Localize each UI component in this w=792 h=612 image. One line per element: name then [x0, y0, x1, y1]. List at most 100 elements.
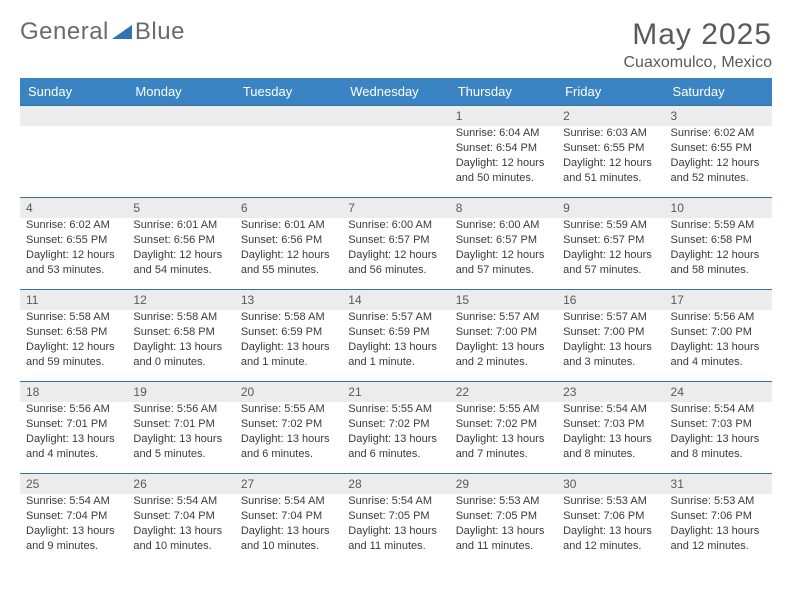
day-details: Sunrise: 5:55 AMSunset: 7:02 PMDaylight:…	[235, 402, 342, 465]
sunset-line: Sunset: 6:56 PM	[133, 233, 228, 248]
calendar-cell: 11Sunrise: 5:58 AMSunset: 6:58 PMDayligh…	[20, 289, 127, 381]
daylight-line: Daylight: 13 hours and 4 minutes.	[26, 432, 121, 462]
sunset-line: Sunset: 7:04 PM	[26, 509, 121, 524]
sunset-line: Sunset: 7:01 PM	[133, 417, 228, 432]
sunrise-line: Sunrise: 6:02 AM	[671, 126, 766, 141]
brand-triangle-icon	[112, 23, 134, 41]
calendar-cell: 14Sunrise: 5:57 AMSunset: 6:59 PMDayligh…	[342, 289, 449, 381]
day-details: Sunrise: 6:00 AMSunset: 6:57 PMDaylight:…	[450, 218, 557, 281]
calendar-week-row: 4Sunrise: 6:02 AMSunset: 6:55 PMDaylight…	[20, 197, 772, 289]
sunrise-line: Sunrise: 5:54 AM	[671, 402, 766, 417]
day-number: 4	[20, 197, 127, 218]
daylight-line: Daylight: 12 hours and 58 minutes.	[671, 248, 766, 278]
sunset-line: Sunset: 7:04 PM	[133, 509, 228, 524]
day-details: Sunrise: 5:54 AMSunset: 7:04 PMDaylight:…	[235, 494, 342, 557]
sunrise-line: Sunrise: 5:54 AM	[133, 494, 228, 509]
calendar-cell: 22Sunrise: 5:55 AMSunset: 7:02 PMDayligh…	[450, 381, 557, 473]
calendar-cell: 25Sunrise: 5:54 AMSunset: 7:04 PMDayligh…	[20, 473, 127, 565]
header: General Blue May 2025 Cuaxomulco, Mexico	[20, 18, 772, 72]
day-details: Sunrise: 6:02 AMSunset: 6:55 PMDaylight:…	[20, 218, 127, 281]
sunrise-line: Sunrise: 5:58 AM	[26, 310, 121, 325]
daylight-line: Daylight: 12 hours and 57 minutes.	[456, 248, 551, 278]
day-details: Sunrise: 5:58 AMSunset: 6:58 PMDaylight:…	[127, 310, 234, 373]
sunrise-line: Sunrise: 5:55 AM	[456, 402, 551, 417]
day-details: Sunrise: 6:03 AMSunset: 6:55 PMDaylight:…	[557, 126, 664, 189]
calendar-cell: 6Sunrise: 6:01 AMSunset: 6:56 PMDaylight…	[235, 197, 342, 289]
calendar-cell: 3Sunrise: 6:02 AMSunset: 6:55 PMDaylight…	[665, 105, 772, 197]
daylight-line: Daylight: 12 hours and 54 minutes.	[133, 248, 228, 278]
day-details: Sunrise: 6:01 AMSunset: 6:56 PMDaylight:…	[235, 218, 342, 281]
daylight-line: Daylight: 13 hours and 12 minutes.	[563, 524, 658, 554]
day-number: 22	[450, 381, 557, 402]
calendar-cell: 29Sunrise: 5:53 AMSunset: 7:05 PMDayligh…	[450, 473, 557, 565]
day-details: Sunrise: 5:56 AMSunset: 7:01 PMDaylight:…	[20, 402, 127, 465]
calendar-body: 1Sunrise: 6:04 AMSunset: 6:54 PMDaylight…	[20, 105, 772, 565]
day-details: Sunrise: 6:04 AMSunset: 6:54 PMDaylight:…	[450, 126, 557, 189]
day-number: 8	[450, 197, 557, 218]
sunset-line: Sunset: 6:54 PM	[456, 141, 551, 156]
brand-part1: General	[20, 18, 109, 46]
calendar-cell: 18Sunrise: 5:56 AMSunset: 7:01 PMDayligh…	[20, 381, 127, 473]
sunrise-line: Sunrise: 6:01 AM	[133, 218, 228, 233]
calendar-cell: 1Sunrise: 6:04 AMSunset: 6:54 PMDaylight…	[450, 105, 557, 197]
day-number: 13	[235, 289, 342, 310]
calendar-cell	[235, 105, 342, 197]
day-number: 1	[450, 105, 557, 126]
daylight-line: Daylight: 12 hours and 57 minutes.	[563, 248, 658, 278]
day-details: Sunrise: 5:56 AMSunset: 7:00 PMDaylight:…	[665, 310, 772, 373]
day-number: 11	[20, 289, 127, 310]
calendar-cell: 28Sunrise: 5:54 AMSunset: 7:05 PMDayligh…	[342, 473, 449, 565]
sunset-line: Sunset: 6:57 PM	[456, 233, 551, 248]
daylight-line: Daylight: 13 hours and 0 minutes.	[133, 340, 228, 370]
sunset-line: Sunset: 6:55 PM	[26, 233, 121, 248]
daylight-line: Daylight: 13 hours and 7 minutes.	[456, 432, 551, 462]
sunset-line: Sunset: 7:00 PM	[671, 325, 766, 340]
day-number: 26	[127, 473, 234, 494]
sunset-line: Sunset: 6:55 PM	[563, 141, 658, 156]
sunset-line: Sunset: 7:06 PM	[563, 509, 658, 524]
sunrise-line: Sunrise: 5:58 AM	[133, 310, 228, 325]
sunset-line: Sunset: 7:04 PM	[241, 509, 336, 524]
daylight-line: Daylight: 12 hours and 53 minutes.	[26, 248, 121, 278]
sunrise-line: Sunrise: 6:02 AM	[26, 218, 121, 233]
day-number: 17	[665, 289, 772, 310]
brand-part2: Blue	[135, 18, 185, 46]
day-number: 25	[20, 473, 127, 494]
day-number: 18	[20, 381, 127, 402]
calendar-week-row: 1Sunrise: 6:04 AMSunset: 6:54 PMDaylight…	[20, 105, 772, 197]
day-number	[342, 105, 449, 126]
calendar-cell: 4Sunrise: 6:02 AMSunset: 6:55 PMDaylight…	[20, 197, 127, 289]
day-number: 29	[450, 473, 557, 494]
sunrise-line: Sunrise: 5:56 AM	[671, 310, 766, 325]
day-number	[20, 105, 127, 126]
calendar-cell: 19Sunrise: 5:56 AMSunset: 7:01 PMDayligh…	[127, 381, 234, 473]
daylight-line: Daylight: 13 hours and 8 minutes.	[671, 432, 766, 462]
calendar-cell: 9Sunrise: 5:59 AMSunset: 6:57 PMDaylight…	[557, 197, 664, 289]
calendar-cell	[342, 105, 449, 197]
sunset-line: Sunset: 6:58 PM	[671, 233, 766, 248]
daylight-line: Daylight: 13 hours and 1 minute.	[241, 340, 336, 370]
day-number: 16	[557, 289, 664, 310]
calendar-cell: 31Sunrise: 5:53 AMSunset: 7:06 PMDayligh…	[665, 473, 772, 565]
calendar-cell: 24Sunrise: 5:54 AMSunset: 7:03 PMDayligh…	[665, 381, 772, 473]
calendar-cell: 5Sunrise: 6:01 AMSunset: 6:56 PMDaylight…	[127, 197, 234, 289]
sunset-line: Sunset: 7:05 PM	[348, 509, 443, 524]
day-number: 19	[127, 381, 234, 402]
sunrise-line: Sunrise: 5:56 AM	[26, 402, 121, 417]
sunrise-line: Sunrise: 5:55 AM	[348, 402, 443, 417]
day-number: 7	[342, 197, 449, 218]
day-number: 31	[665, 473, 772, 494]
daylight-line: Daylight: 13 hours and 2 minutes.	[456, 340, 551, 370]
calendar-cell: 7Sunrise: 6:00 AMSunset: 6:57 PMDaylight…	[342, 197, 449, 289]
sunset-line: Sunset: 7:00 PM	[456, 325, 551, 340]
daylight-line: Daylight: 13 hours and 11 minutes.	[348, 524, 443, 554]
title-month: May 2025	[624, 18, 773, 52]
calendar-cell: 12Sunrise: 5:58 AMSunset: 6:58 PMDayligh…	[127, 289, 234, 381]
sunset-line: Sunset: 6:58 PM	[133, 325, 228, 340]
title-location: Cuaxomulco, Mexico	[624, 54, 773, 72]
sunset-line: Sunset: 7:03 PM	[563, 417, 658, 432]
daylight-line: Daylight: 12 hours and 59 minutes.	[26, 340, 121, 370]
daylight-line: Daylight: 13 hours and 6 minutes.	[241, 432, 336, 462]
weekday-friday: Friday	[557, 78, 664, 105]
day-number: 21	[342, 381, 449, 402]
